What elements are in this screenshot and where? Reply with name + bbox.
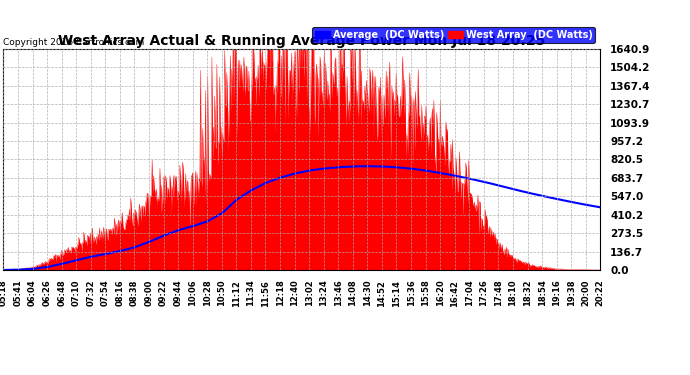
Text: Copyright 2016 Cartronics.com: Copyright 2016 Cartronics.com xyxy=(3,38,145,46)
Legend: Average  (DC Watts), West Array  (DC Watts): Average (DC Watts), West Array (DC Watts… xyxy=(313,27,595,43)
Title: West Array Actual & Running Average Power Mon Jul 18 20:25: West Array Actual & Running Average Powe… xyxy=(58,34,546,48)
